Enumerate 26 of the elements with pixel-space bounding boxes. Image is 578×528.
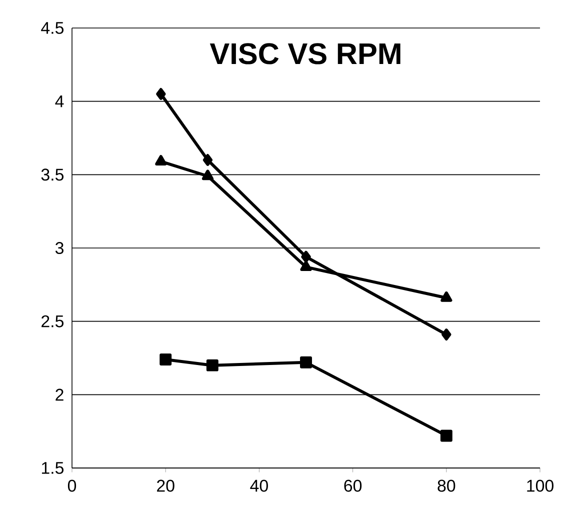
y-tick-label: 3.5 bbox=[41, 168, 64, 181]
y-tick-label: 4 bbox=[55, 96, 64, 108]
point bbox=[300, 260, 312, 272]
x-tick-label: 80 bbox=[438, 480, 456, 492]
point bbox=[156, 88, 166, 100]
chart-title: VISC VS RPM bbox=[210, 43, 400, 64]
y-tick-label: 4.5 bbox=[41, 22, 64, 34]
y-tick-label: 2.5 bbox=[42, 315, 64, 328]
point bbox=[440, 430, 452, 442]
point bbox=[155, 154, 167, 166]
point bbox=[160, 353, 172, 366]
point bbox=[442, 328, 452, 341]
y-tick-label: 2 bbox=[56, 388, 64, 401]
y-tick-label: 3 bbox=[55, 242, 64, 254]
x-tick-label: 40 bbox=[250, 480, 268, 492]
point bbox=[300, 356, 312, 368]
point bbox=[440, 291, 452, 302]
x-tick-label: 0 bbox=[68, 480, 76, 492]
point bbox=[206, 359, 218, 372]
point bbox=[301, 250, 311, 263]
point bbox=[202, 170, 214, 180]
x-tick-label: 60 bbox=[344, 480, 362, 492]
x-tick-label: 20 bbox=[157, 480, 174, 492]
y-tick-label: 1.5 bbox=[42, 462, 64, 474]
point bbox=[202, 154, 213, 166]
x-tick-label: 100 bbox=[527, 480, 554, 492]
